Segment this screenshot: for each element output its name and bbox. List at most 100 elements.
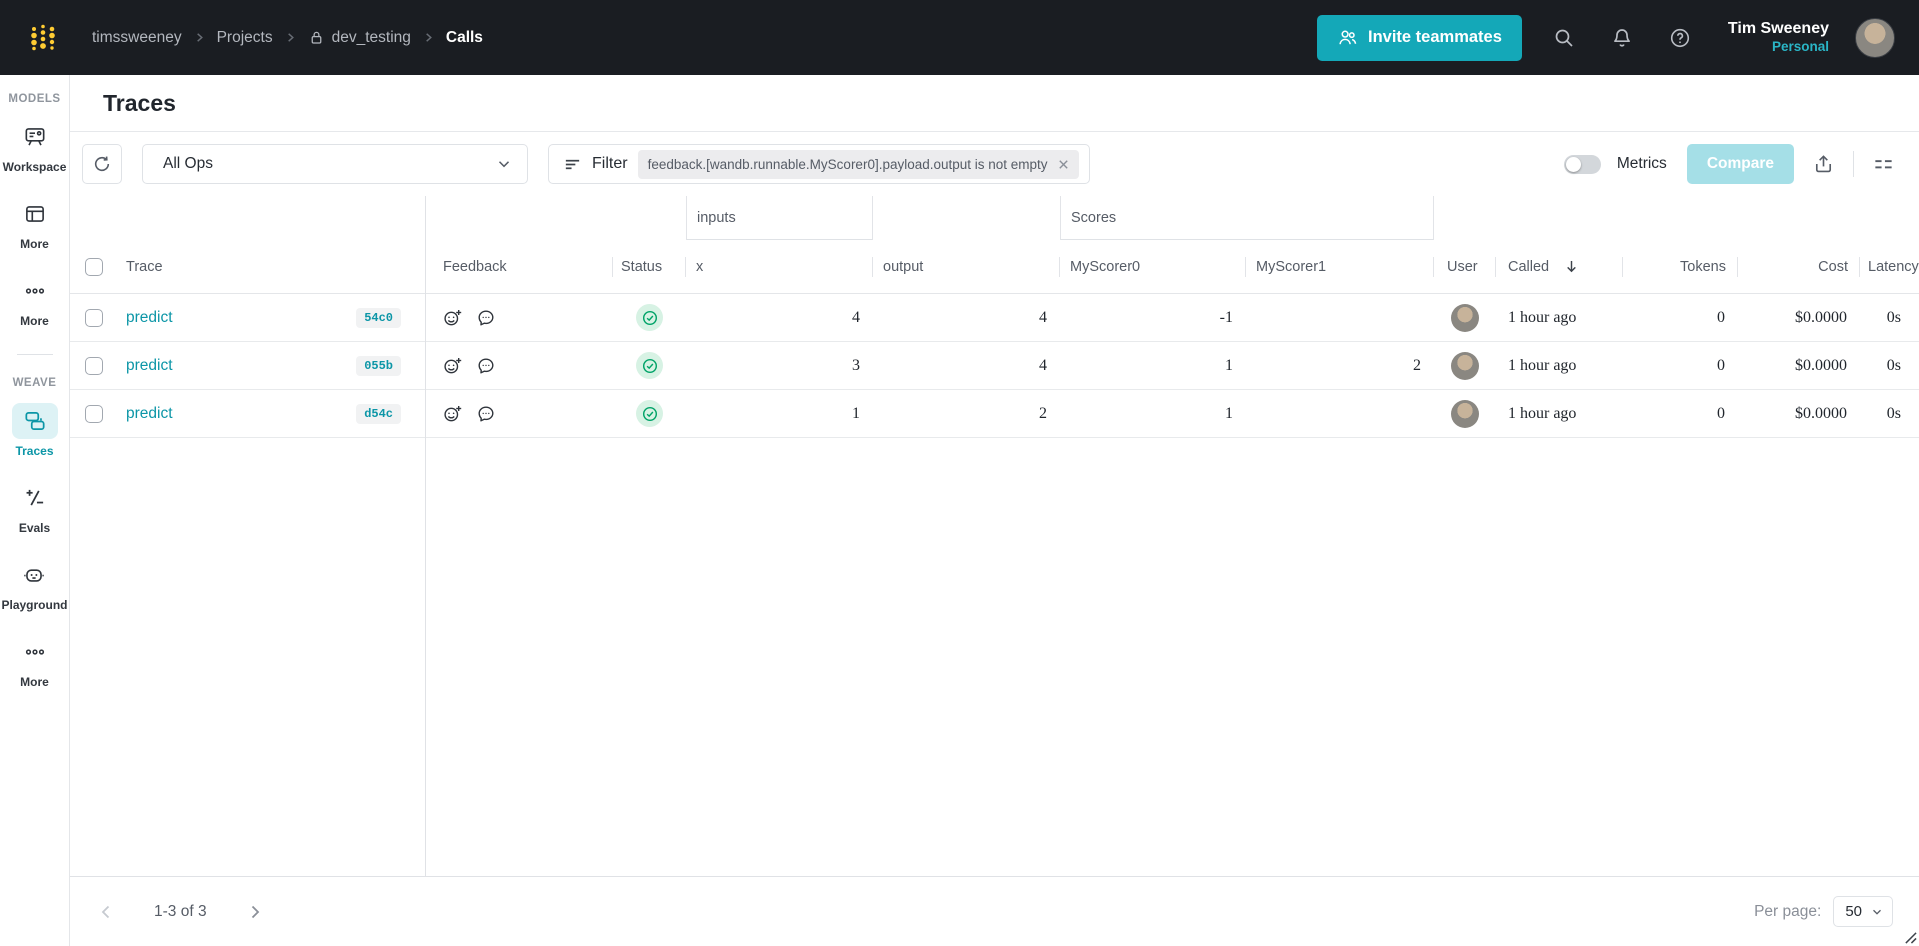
column-header-called[interactable]: Called	[1496, 240, 1623, 293]
cell-cost: $0.0000	[1795, 308, 1847, 326]
column-header-output[interactable]: output	[873, 240, 1060, 293]
avatar[interactable]	[1855, 17, 1895, 58]
filter-bar[interactable]: Filter feedback.[wandb.runnable.MyScorer…	[548, 144, 1090, 184]
chevron-right-icon	[194, 32, 205, 43]
filter-chip-text: feedback.[wandb.runnable.MyScorer0].payl…	[647, 156, 1048, 172]
compare-button[interactable]: Compare	[1686, 144, 1794, 184]
sidebar-item-label: Traces	[15, 444, 54, 458]
search-icon[interactable]	[1548, 22, 1580, 54]
breadcrumb-project[interactable]: dev_testing	[308, 29, 411, 47]
column-header-myscorer1[interactable]: MyScorer1	[1246, 240, 1434, 293]
breadcrumb-entity[interactable]: timssweeney	[92, 28, 182, 46]
column-header-feedback[interactable]: Feedback	[425, 240, 613, 293]
sidebar-item-label: More	[20, 314, 49, 328]
close-icon[interactable]	[1057, 158, 1070, 171]
sidebar-item-label: Evals	[18, 521, 51, 535]
row-checkbox[interactable]	[85, 404, 103, 423]
person-add-icon	[1337, 27, 1358, 48]
trace-link[interactable]: predict	[126, 356, 173, 374]
cell-x: 3	[852, 356, 860, 374]
row-checkbox[interactable]	[85, 356, 103, 375]
export-icon[interactable]	[1810, 151, 1837, 178]
column-group-label: Scores	[1071, 210, 1117, 226]
add-reaction-icon[interactable]	[443, 356, 463, 376]
trace-link[interactable]: predict	[126, 404, 173, 422]
table-row[interactable]: predict d54c	[70, 390, 1919, 438]
cell-tokens: 0	[1717, 308, 1725, 326]
sidebar-section-weave: WEAVE	[12, 377, 57, 389]
column-header-x[interactable]: x	[686, 240, 873, 293]
avatar	[1451, 303, 1479, 332]
table-row[interactable]: predict 54c0	[70, 294, 1919, 342]
cell-myscorer0: 1	[1225, 356, 1233, 374]
add-note-icon[interactable]	[476, 308, 496, 328]
per-page-label: Per page:	[1754, 902, 1822, 920]
pinned-column-divider	[425, 196, 426, 876]
cell-called: 1 hour ago	[1508, 404, 1577, 422]
filter-chip[interactable]: feedback.[wandb.runnable.MyScorer0].payl…	[637, 149, 1079, 179]
left-sidebar: MODELS Workspace More	[0, 75, 70, 946]
top-navbar: timssweeney Projects dev_testing Calls	[0, 0, 1919, 75]
breadcrumb-projects[interactable]: Projects	[216, 28, 273, 46]
metrics-toggle[interactable]	[1563, 154, 1601, 174]
metrics-toggle-label: Metrics	[1616, 155, 1667, 172]
column-header-cost[interactable]: Cost	[1738, 240, 1860, 293]
ops-filter-select[interactable]: All Ops	[142, 144, 528, 184]
cell-output: 4	[1039, 356, 1047, 374]
sidebar-item-traces[interactable]: Traces	[11, 403, 58, 458]
column-group-scores: Scores	[1060, 196, 1434, 240]
table-footer: 1-3 of 3 Per page: 50	[70, 876, 1919, 946]
notifications-bell-icon[interactable]	[1606, 22, 1638, 54]
select-all-checkbox[interactable]	[85, 257, 103, 276]
column-header-status[interactable]: Status	[613, 240, 686, 293]
cell-myscorer1	[1246, 294, 1434, 341]
sidebar-item-playground[interactable]: Playground	[1, 557, 68, 612]
add-note-icon[interactable]	[476, 356, 496, 376]
column-header-latency[interactable]: Latency	[1868, 258, 1919, 275]
help-icon[interactable]	[1664, 22, 1696, 54]
add-reaction-icon[interactable]	[443, 308, 463, 328]
sidebar-item-more-weave[interactable]: More	[12, 634, 58, 689]
user-account-type: Personal	[1771, 39, 1829, 55]
cell-output: 4	[1039, 308, 1047, 326]
add-reaction-icon[interactable]	[443, 404, 463, 424]
invite-teammates-button[interactable]: Invite teammates	[1317, 14, 1522, 61]
user-menu[interactable]: Tim Sweeney Personal	[1728, 19, 1829, 56]
cell-x: 4	[852, 308, 860, 326]
previous-page-icon[interactable]	[96, 902, 116, 922]
row-checkbox[interactable]	[85, 308, 103, 327]
column-group-inputs: inputs	[686, 196, 873, 240]
sidebar-item-more-models[interactable]: More	[12, 273, 58, 328]
resize-handle[interactable]	[1904, 931, 1917, 944]
per-page-value: 50	[1845, 903, 1862, 920]
sidebar-item-runs[interactable]: More	[12, 196, 58, 251]
column-header-trace[interactable]: Trace	[126, 258, 163, 275]
runs-icon	[12, 196, 58, 232]
sort-descending-icon	[1563, 258, 1580, 275]
sidebar-item-label: Playground	[1, 598, 68, 612]
manage-columns-icon[interactable]	[1870, 151, 1897, 178]
wandb-logo[interactable]	[28, 21, 58, 55]
sidebar-divider	[16, 354, 53, 355]
cell-myscorer1: 2	[1413, 356, 1421, 374]
trace-link[interactable]: predict	[126, 308, 173, 326]
cell-latency: 0s	[1886, 356, 1901, 374]
table-row[interactable]: predict 055b	[70, 342, 1919, 390]
refresh-button[interactable]	[82, 144, 122, 184]
chevron-right-icon	[423, 32, 434, 43]
sidebar-item-evals[interactable]: Evals	[12, 480, 58, 535]
add-note-icon[interactable]	[476, 404, 496, 424]
column-header-tokens[interactable]: Tokens	[1623, 240, 1738, 293]
breadcrumb-calls[interactable]: Calls	[445, 28, 483, 46]
evals-icon	[12, 480, 58, 516]
sidebar-section-models: MODELS	[8, 93, 61, 105]
column-header-user[interactable]: User	[1434, 240, 1496, 293]
sidebar-item-workspace[interactable]: Workspace	[3, 119, 66, 174]
cell-latency: 0s	[1886, 404, 1901, 422]
chevron-down-icon	[1870, 905, 1884, 919]
playground-icon	[11, 557, 57, 593]
column-header-myscorer0[interactable]: MyScorer0	[1060, 240, 1246, 293]
per-page-select[interactable]: 50	[1833, 896, 1893, 927]
pagination-range: 1-3 of 3	[154, 902, 207, 920]
next-page-icon[interactable]	[245, 902, 265, 922]
